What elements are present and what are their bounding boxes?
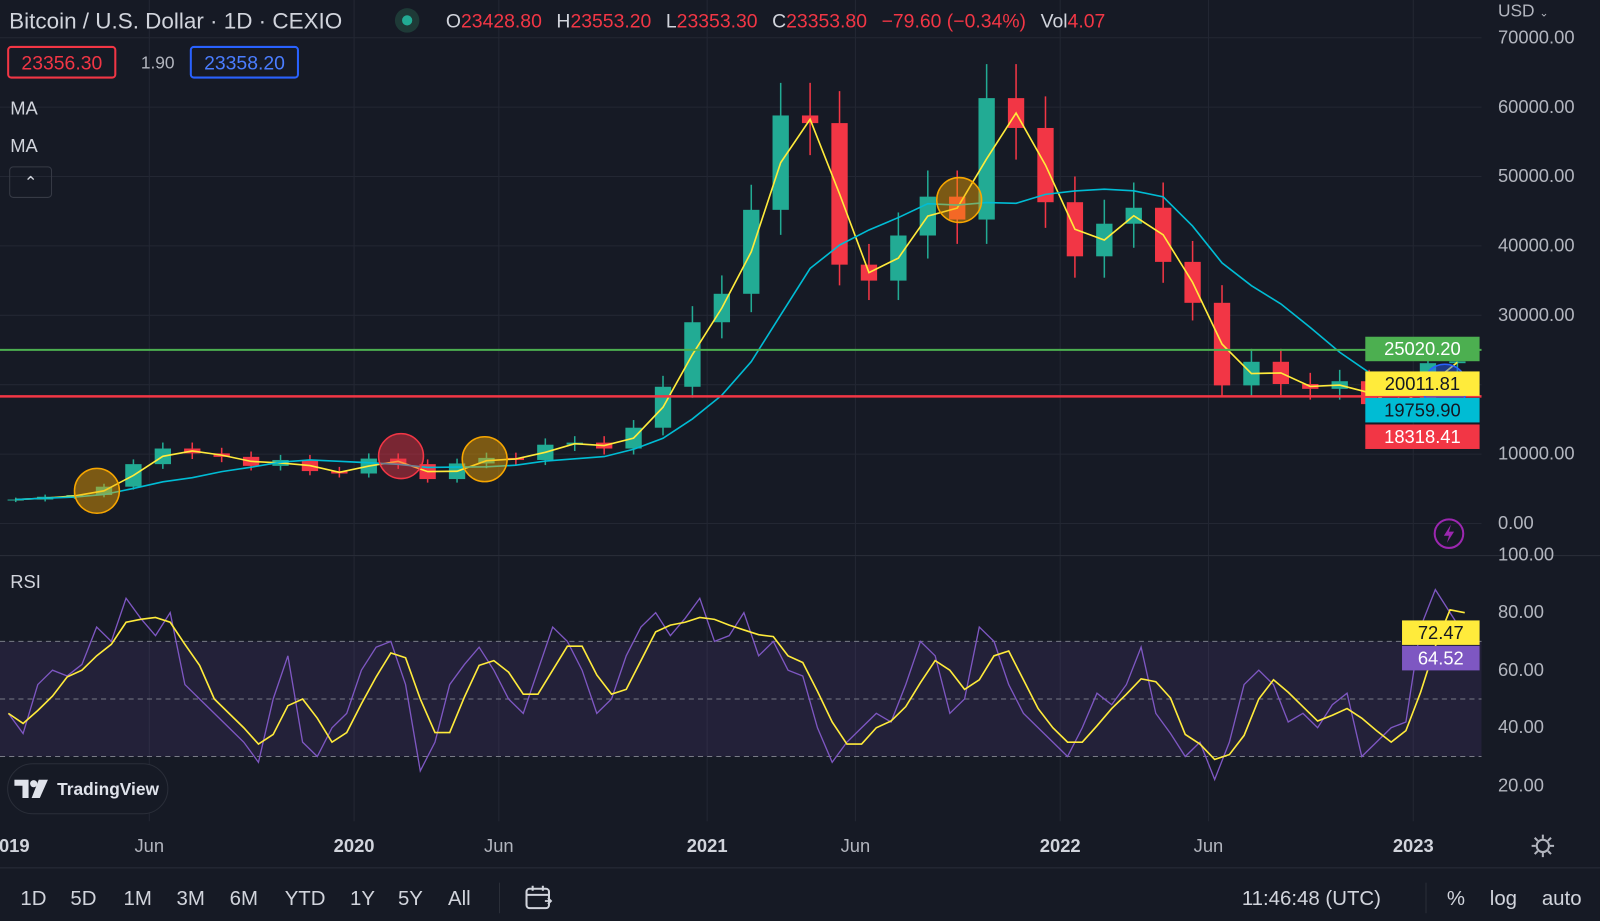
auto-scale-toggle[interactable]: auto — [1541, 887, 1582, 911]
change-value: −79.60 (−0.34%) — [881, 11, 1027, 33]
high-value: 23553.20 — [570, 11, 652, 33]
timezone-clock[interactable]: 11:46:48 (UTC) — [1241, 887, 1381, 911]
divider — [498, 882, 500, 914]
price-badge: 19759.90 — [1365, 397, 1480, 423]
log-scale-toggle[interactable]: log — [1489, 887, 1518, 911]
open-value: 23428.80 — [460, 11, 542, 33]
rsi-axis-label: 20.00 — [1497, 774, 1544, 795]
ma-indicator-legend[interactable]: MA — [10, 135, 38, 157]
pane-divider[interactable] — [0, 555, 1600, 557]
bottom-toolbar — [0, 867, 1600, 921]
range-button-all[interactable]: All — [447, 887, 471, 911]
symbol-title[interactable]: Bitcoin / U.S. Dollar · 1D · CEXIO — [9, 8, 343, 34]
range-button-5d[interactable]: 5D — [70, 887, 97, 911]
ma-fast-line — [15, 111, 1458, 501]
crossover-marker — [73, 467, 121, 515]
low-label: L — [665, 11, 677, 33]
lightning-alert-icon[interactable] — [1432, 516, 1467, 551]
price-axis-label: 30000.00 — [1497, 304, 1575, 325]
tradingview-wordmark: TradingView — [57, 779, 160, 799]
rsi-axis-label: 40.00 — [1497, 717, 1544, 738]
currency-select[interactable]: USD ⌄ — [1498, 1, 1549, 23]
close-value: 23353.80 — [786, 11, 868, 33]
time-axis-label: Jun — [134, 835, 165, 857]
rsi-axis-label: 80.00 — [1497, 601, 1544, 623]
rsi-legend[interactable]: RSI — [10, 571, 41, 592]
ma-indicator-legend[interactable]: MA — [10, 97, 38, 119]
price-axis-label: 70000.00 — [1497, 27, 1575, 48]
rsi-pane[interactable] — [0, 556, 1482, 822]
settings-gear-icon[interactable] — [1531, 834, 1555, 858]
price-badge: 25020.20 — [1365, 336, 1480, 362]
sell-price-button[interactable]: 23356.30 — [7, 45, 117, 79]
price-axis-label: 0.00 — [1497, 512, 1534, 534]
range-button-ytd[interactable]: YTD — [284, 887, 326, 911]
market-open-icon — [394, 8, 420, 33]
rsi-badge: 64.52 — [1402, 645, 1480, 671]
time-axis-label: 2020 — [333, 835, 375, 857]
time-axis-label: 2022 — [1039, 835, 1081, 857]
rsi-line — [7, 588, 1466, 782]
range-button-1d[interactable]: 1D — [20, 887, 47, 911]
candle — [7, 499, 24, 501]
high-label: H — [556, 11, 571, 33]
tradingview-logo-icon — [14, 779, 48, 798]
range-button-6m[interactable]: 6M — [229, 887, 258, 911]
rsi-badge: 72.47 — [1402, 620, 1480, 645]
candle — [1449, 361, 1466, 364]
time-axis-label: Jun — [1193, 835, 1224, 857]
price-axis-label: 60000.00 — [1497, 96, 1575, 117]
time-axis-label: Jun — [484, 835, 514, 857]
low-value: 23353.30 — [676, 11, 758, 33]
open-label: O — [445, 11, 461, 33]
volume-value: 4.07 — [1067, 11, 1106, 33]
crossover-marker — [935, 176, 983, 224]
volume-label: Vol — [1040, 11, 1068, 33]
chevron-up-icon: ⌃ — [23, 174, 38, 192]
tradingview-logo[interactable] — [7, 763, 169, 815]
time-axis-label: 2023 — [1392, 835, 1434, 857]
spread-value: 1.90 — [140, 53, 175, 73]
chevron-down-icon: ⌄ — [1539, 7, 1549, 20]
price-axis-label: 40000.00 — [1497, 235, 1575, 256]
price-axis-label: 10000.00 — [1497, 443, 1575, 464]
price-axis-label: 50000.00 — [1497, 165, 1575, 187]
buy-price-button[interactable]: 23358.20 — [189, 45, 300, 79]
rsi-axis-label: 100.00 — [1497, 544, 1555, 565]
time-axis-label: 2021 — [686, 835, 728, 857]
price-badge: 20011.81 — [1365, 371, 1480, 396]
range-button-5y[interactable]: 5Y — [397, 887, 423, 911]
rsi-ma-line — [7, 608, 1465, 761]
close-label: C — [772, 11, 787, 33]
range-button-1y[interactable]: 1Y — [349, 887, 375, 911]
collapse-legend-button[interactable]: ⌃ — [9, 166, 53, 198]
price-badge: 18318.41 — [1365, 424, 1480, 449]
range-button-3m[interactable]: 3M — [176, 887, 205, 911]
rsi-axis-label: 60.00 — [1497, 659, 1544, 680]
crossover-marker — [461, 435, 508, 483]
time-axis-label: Jun — [840, 835, 871, 857]
crossover-marker — [377, 432, 425, 480]
range-button-1m[interactable]: 1M — [123, 887, 152, 911]
ohlc-legend: O23428.80 H23553.20 L23353.30 C23353.80 … — [446, 11, 1115, 33]
divider — [1425, 882, 1427, 914]
price-pane[interactable] — [0, 0, 1482, 557]
time-axis-label: 019 — [0, 835, 30, 857]
currency-label: USD — [1497, 1, 1535, 21]
ma-slow-line — [15, 188, 1458, 501]
percent-scale-toggle[interactable]: % — [1446, 887, 1466, 911]
calendar-goto-icon[interactable] — [524, 885, 553, 912]
